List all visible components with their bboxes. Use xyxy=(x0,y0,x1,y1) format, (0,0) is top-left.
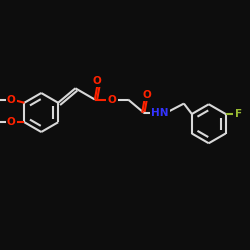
Text: HN: HN xyxy=(151,108,169,118)
Text: O: O xyxy=(7,95,16,105)
Text: O: O xyxy=(108,94,116,104)
Text: F: F xyxy=(234,109,242,119)
Text: O: O xyxy=(93,76,102,86)
Text: O: O xyxy=(7,117,16,127)
Text: O: O xyxy=(142,90,151,100)
